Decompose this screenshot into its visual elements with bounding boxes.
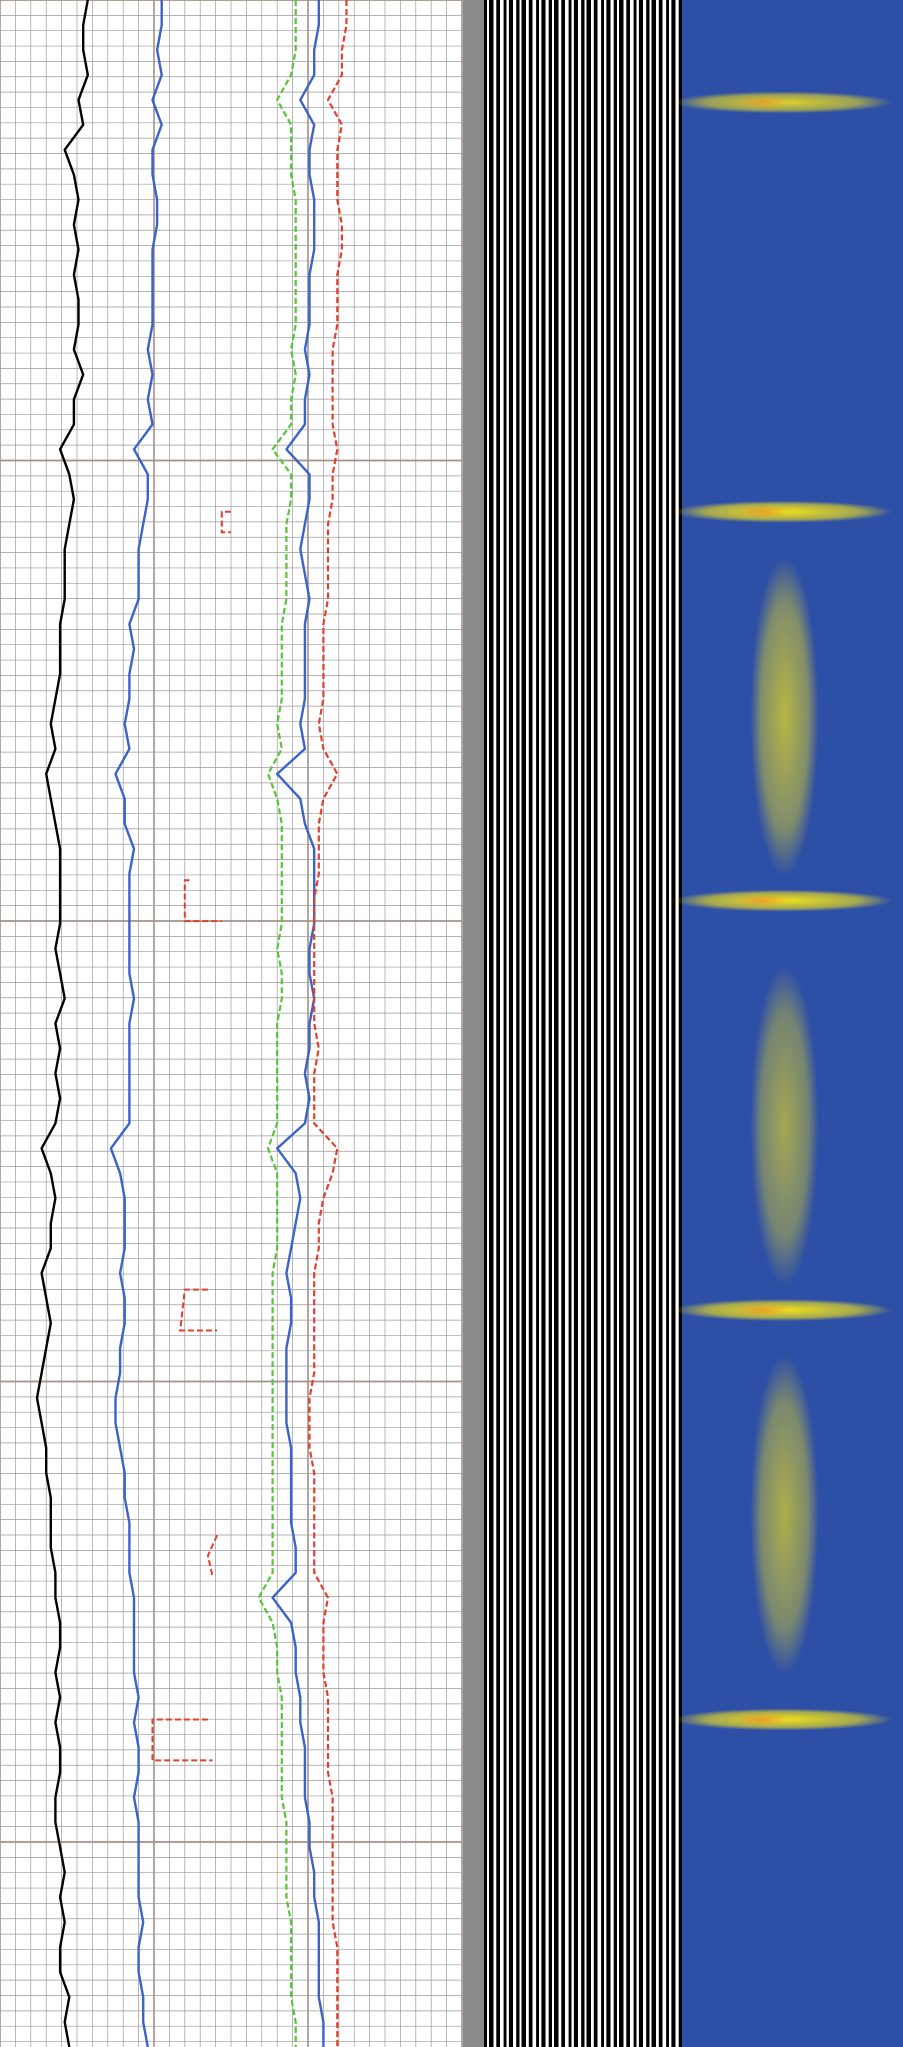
stripe-band [604, 0, 607, 2047]
stripe-band [493, 0, 497, 2047]
stripe-band [571, 0, 574, 2047]
stripe-band [610, 0, 614, 2047]
stripe-band [513, 0, 517, 2047]
stripe-band [584, 0, 587, 2047]
stripe-band [649, 0, 652, 2047]
heatmap-band-core-1 [734, 505, 791, 518]
curve-offset-segment-2 [179, 1288, 218, 1332]
curve-offset-segment-3 [206, 1534, 219, 1577]
curve-offset-segment-0 [220, 510, 231, 534]
stripe-band [643, 0, 647, 2047]
stripe-image-track [484, 0, 682, 2047]
heatmap-band-core-3 [734, 1304, 791, 1317]
stripe-band [565, 0, 569, 2047]
stripe-band [545, 0, 549, 2047]
curve-offset-segment-4 [151, 1718, 213, 1762]
stripe-band [519, 0, 522, 2047]
stripe-band [669, 0, 672, 2047]
curve-series-0 [35, 0, 90, 2047]
stripe-band [662, 0, 667, 2047]
curve-track-curves [35, 0, 348, 2047]
stripe-band [591, 0, 594, 2047]
heatmap-band-core-2 [734, 894, 791, 907]
stripe-background [484, 0, 682, 2047]
heatmap-band-core-0 [734, 96, 791, 109]
track-separator [463, 0, 484, 2047]
heatmap-blob-0 [750, 556, 819, 877]
stripe-band [656, 0, 659, 2047]
curve-series-2 [271, 0, 325, 2047]
stripe-band [552, 0, 554, 2047]
heatmap-blob-2 [750, 1354, 819, 1675]
stripe-band [623, 0, 627, 2047]
stripe-band [675, 0, 679, 2047]
stripe-band [636, 0, 639, 2047]
stripe-band [630, 0, 634, 2047]
curve-series-1 [109, 0, 163, 2047]
stripe-band [539, 0, 542, 2047]
stripe-band [578, 0, 582, 2047]
curve-series-3 [257, 0, 297, 2047]
stripe-band [617, 0, 619, 2047]
stripe-band [487, 0, 489, 2047]
heatmap-blob-1 [750, 965, 819, 1286]
curve-track-grid [0, 0, 463, 2047]
heatmap-band-core-4 [734, 1713, 791, 1726]
heatmap-image-track [672, 0, 903, 2047]
stripe-band [532, 0, 537, 2047]
curve-offset-segment-1 [183, 879, 222, 923]
stripe-band [506, 0, 509, 2047]
stripe-band [558, 0, 562, 2047]
stripe-band [526, 0, 529, 2047]
stripe-band [597, 0, 602, 2047]
stripe-band [500, 0, 504, 2047]
